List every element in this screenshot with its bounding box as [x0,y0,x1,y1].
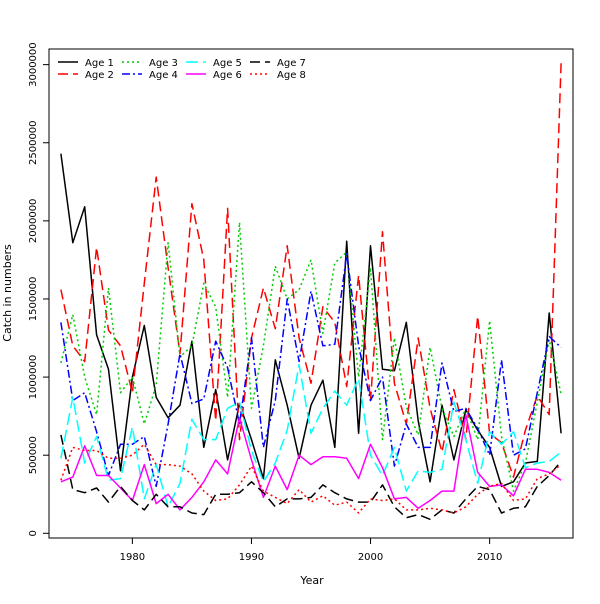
series-line-age-7 [60,434,562,521]
series-line-age-5 [60,363,562,508]
y-tick-label: 0 [28,530,39,536]
y-tick-label: 1500000 [28,277,39,322]
series-line-age-2 [60,63,562,478]
legend-label-age-4: Age 4 [149,70,178,81]
series-line-age-6 [60,413,562,511]
series-line-age-1 [60,153,562,488]
legend-label-age-7: Age 7 [277,58,306,69]
y-tick-label: 500000 [28,436,39,474]
y-tick-label: 3000000 [28,42,39,87]
x-tick-label: 2000 [358,552,383,563]
y-tick-label: 2500000 [28,120,39,165]
axes-layer: 1980 1990 2000 2010 0 500000 1000000 1500000 200… [28,42,502,563]
legend-label-age-5: Age 5 [213,58,242,69]
legend-label-age-2: Age 2 [85,70,114,81]
y-tick-label: 1000000 [28,355,39,400]
series-layer [60,63,562,521]
x-tick-label: 2010 [477,552,502,563]
legend-label-age-1: Age 1 [85,58,114,69]
series-line-age-4 [60,252,562,488]
legend-label-age-8: Age 8 [277,70,306,81]
x-axis-label: Year [299,574,324,587]
y-tick-label: 2000000 [28,199,39,244]
legend-label-age-3: Age 3 [149,58,178,69]
legend-label-age-6: Age 6 [213,70,242,81]
x-tick-label: 1980 [120,552,145,563]
x-tick-label: 1990 [239,552,264,563]
y-axis-label: Catch in numbers [1,244,14,342]
plot-frame [48,48,574,539]
